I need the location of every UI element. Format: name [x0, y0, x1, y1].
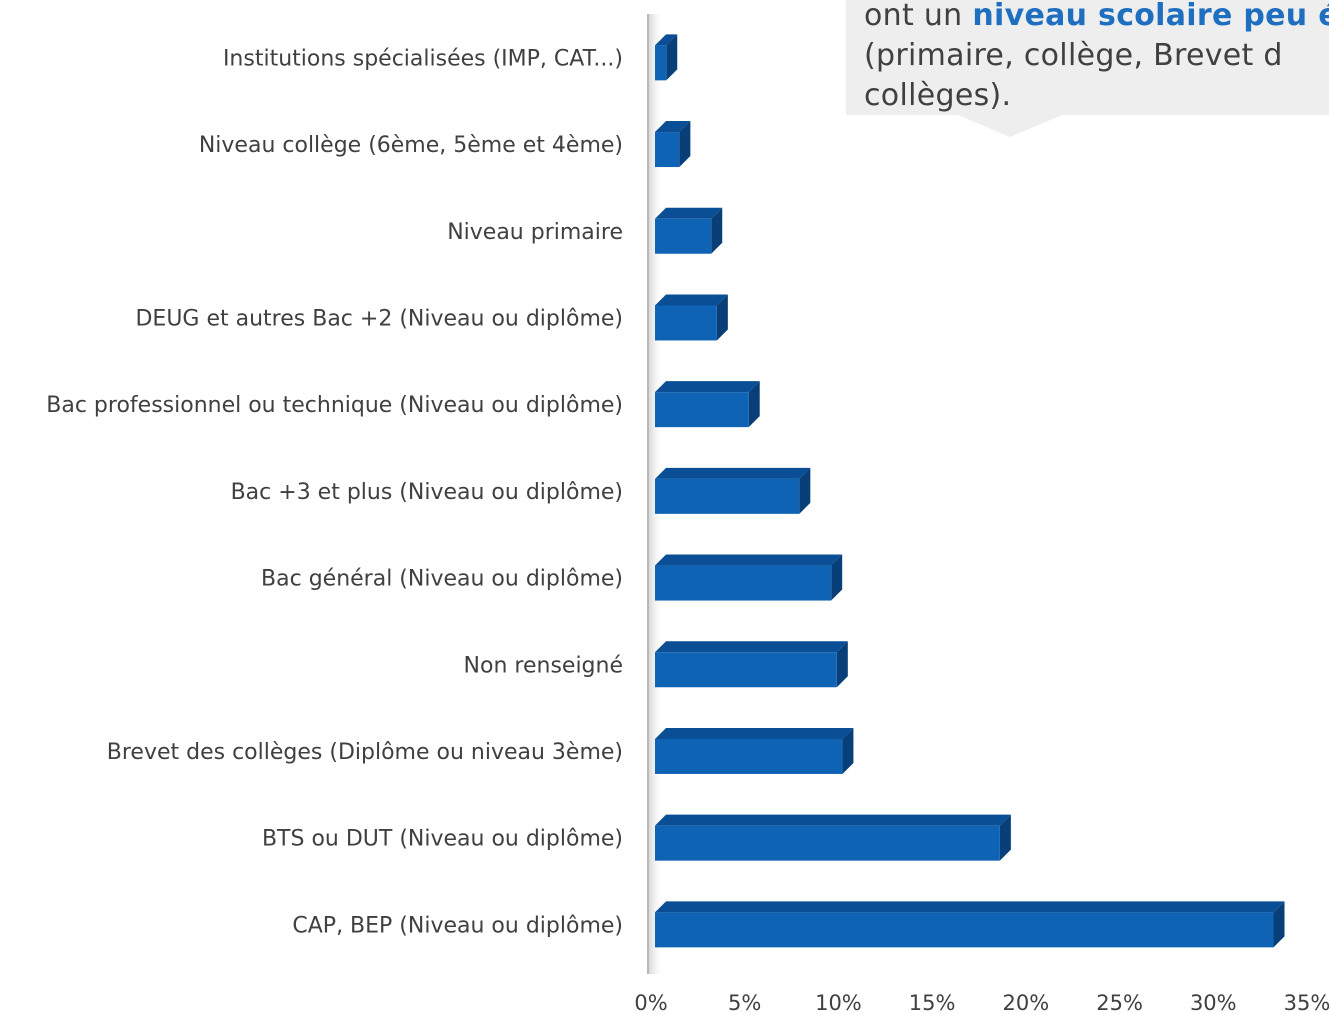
category-label: Bac +3 et plus (Niveau ou diplôme) — [231, 480, 623, 505]
bar-front-face — [655, 218, 712, 254]
x-tick-labels: 0% 5% 10% 15% 20% 25% 30% 35% — [634, 991, 1329, 1014]
bar-top-face — [655, 294, 728, 306]
category-label: Institutions spécialisées (IMP, CAT...) — [223, 46, 623, 71]
bar-front-face — [655, 478, 800, 514]
callout-box: ont un niveau scolaire peu éle (primaire… — [846, 0, 1329, 115]
bar-front-face — [655, 912, 1274, 948]
bar-front-face — [655, 652, 837, 688]
category-label: Niveau primaire — [447, 220, 623, 245]
bar-side-face — [799, 467, 811, 514]
x-tick-label: 0% — [634, 991, 667, 1014]
category-label: CAP, BEP (Niveau ou diplôme) — [292, 913, 623, 938]
bar-side-face — [836, 641, 848, 688]
bar-top-face — [655, 34, 678, 46]
bar-top-face — [655, 641, 848, 653]
category-label: Bac professionnel ou technique (Niveau o… — [46, 393, 623, 418]
callout-line-2: (primaire, collège, Brevet d — [864, 38, 1283, 73]
x-tick-label: 15% — [909, 991, 956, 1014]
bar-side-face — [711, 207, 723, 254]
bar-top-face — [655, 381, 760, 393]
bar-2 — [655, 121, 691, 168]
bar-front-face — [655, 132, 680, 168]
bar-side-face — [842, 727, 854, 774]
bar-side-face — [748, 381, 760, 428]
callout-highlight: niveau scolaire peu éle — [972, 0, 1329, 33]
bar-front-face — [655, 305, 717, 341]
bar-6 — [655, 467, 811, 514]
bar-front-face — [655, 45, 667, 81]
bar-top-face — [655, 121, 691, 133]
callout-line-1-prefix: ont un — [864, 0, 973, 33]
x-tick-label: 35% — [1284, 991, 1329, 1014]
category-label: Niveau collège (6ème, 5ème et 4ème) — [199, 133, 623, 158]
bar-top-face — [655, 727, 854, 739]
bar-top-face — [655, 901, 1285, 913]
bar-10 — [655, 814, 1011, 861]
bar-top-face — [655, 814, 1011, 826]
bars-layer — [655, 34, 1285, 948]
bar-side-face — [1273, 901, 1285, 948]
category-label: DEUG et autres Bac +2 (Niveau ou diplôme… — [135, 306, 623, 331]
bar-side-face — [666, 34, 678, 81]
x-tick-label: 25% — [1096, 991, 1143, 1014]
bar-front-face — [655, 392, 749, 428]
bar-side-face — [679, 121, 691, 168]
category-label: Bac général (Niveau ou diplôme) — [261, 567, 623, 592]
bar-front-face — [655, 738, 843, 774]
bar-top-face — [655, 207, 723, 219]
bar-3 — [655, 207, 723, 254]
bar-11 — [655, 901, 1285, 948]
bar-front-face — [655, 565, 832, 601]
bar-8 — [655, 641, 848, 688]
category-label: Brevet des collèges (Diplôme ou niveau 3… — [107, 740, 623, 765]
category-label: BTS ou DUT (Niveau ou diplôme) — [262, 827, 623, 852]
x-tick-label: 5% — [728, 991, 761, 1014]
callout-line-3: collèges). — [864, 78, 1012, 113]
bar-7 — [655, 554, 843, 601]
bar-9 — [655, 727, 854, 774]
bar-4 — [655, 294, 728, 341]
bar-1 — [655, 34, 678, 81]
callout-line-1: ont un niveau scolaire peu éle — [864, 0, 1329, 36]
x-tick-label: 30% — [1190, 991, 1237, 1014]
bar-front-face — [655, 825, 1000, 861]
bar-side-face — [716, 294, 728, 341]
x-tick-label: 10% — [815, 991, 862, 1014]
x-tick-label: 20% — [1003, 991, 1050, 1014]
bar-side-face — [999, 814, 1011, 861]
callout-pointer — [958, 115, 1062, 137]
bar-5 — [655, 381, 760, 428]
bar-top-face — [655, 554, 843, 566]
category-label: Non renseigné — [464, 653, 623, 678]
bar-side-face — [831, 554, 843, 601]
category-labels: Institutions spécialisées (IMP, CAT...) N… — [46, 46, 623, 938]
callout-clip: ont un niveau scolaire peu éle (primaire… — [846, 0, 1329, 140]
bar-top-face — [655, 467, 811, 479]
